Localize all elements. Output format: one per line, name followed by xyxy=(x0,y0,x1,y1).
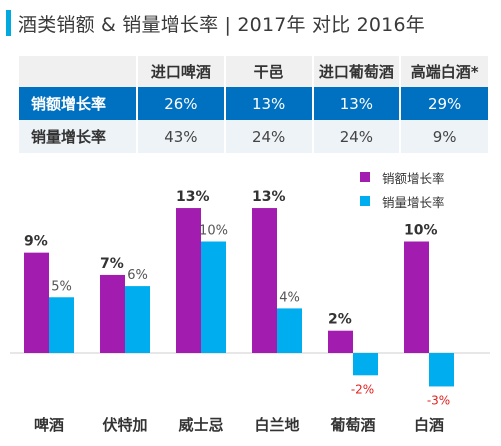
bar-sales-growth xyxy=(100,274,125,353)
legend-item-sales: 销额增长率 xyxy=(360,165,445,189)
growth-summary-table: 进口啤酒 干邑 进口葡萄酒 高端白酒* 销额增长率 26% 13% 13% 29… xyxy=(17,56,488,153)
x-tick-label: 伏特加 xyxy=(102,416,147,434)
data-label-volume-growth: 10% xyxy=(199,224,228,239)
chart-legend: 销额增长率 销量增长率 xyxy=(360,165,445,213)
bar-sales-growth xyxy=(24,252,49,353)
bar-volume-growth xyxy=(125,286,150,353)
x-tick-label: 白酒 xyxy=(414,416,444,434)
table-cell: 43% xyxy=(136,120,225,153)
table-cell: 13% xyxy=(223,87,313,120)
legend-swatch-sales xyxy=(360,172,370,182)
table-row-sales-growth: 销额增长率 26% 13% 13% 29% xyxy=(17,87,488,120)
table-row-volume-growth: 销量增长率 43% 24% 24% 9% xyxy=(17,120,488,153)
table-row-label: 销额增长率 xyxy=(17,87,137,120)
bar-volume-growth xyxy=(353,353,378,376)
bar-sales-growth xyxy=(404,241,429,353)
data-label-sales-growth: 7% xyxy=(100,256,124,272)
page-title: 酒类销额 & 销量增长率 | 2017年 对比 2016年 xyxy=(18,13,425,36)
bar-volume-growth xyxy=(277,308,302,353)
data-label-volume-growth: -2% xyxy=(351,382,374,396)
table-header-row: 进口啤酒 干邑 进口葡萄酒 高端白酒* xyxy=(17,56,488,87)
table-cell: 24% xyxy=(223,120,313,153)
title-bar: 酒类销额 & 销量增长率 | 2017年 对比 2016年 xyxy=(6,9,425,37)
bar-volume-growth xyxy=(429,353,454,387)
legend-label-volume: 销量增长率 xyxy=(382,194,445,210)
table-column-header: 干邑 xyxy=(223,56,313,87)
bar-volume-growth xyxy=(201,241,226,353)
legend-swatch-volume xyxy=(360,196,370,206)
table-row-label: 销量增长率 xyxy=(17,120,137,153)
data-label-sales-growth: 13% xyxy=(252,189,286,205)
x-tick-label: 葡萄酒 xyxy=(329,416,375,434)
bar-volume-growth xyxy=(49,297,74,353)
data-label-volume-growth: 4% xyxy=(279,290,300,305)
bar-sales-growth xyxy=(328,330,353,353)
table-cell: 29% xyxy=(399,87,488,120)
table-cell: 9% xyxy=(399,120,488,153)
data-label-sales-growth: 2% xyxy=(328,312,352,328)
table-column-header: 高端白酒* xyxy=(399,56,488,87)
data-label-volume-growth: 5% xyxy=(51,279,72,294)
table-cell: 26% xyxy=(136,87,225,120)
x-tick-label: 啤酒 xyxy=(34,416,64,434)
data-label-sales-growth: 10% xyxy=(404,223,438,239)
legend-label-sales: 销额增长率 xyxy=(382,170,445,186)
data-label-volume-growth: 6% xyxy=(127,268,148,283)
data-label-sales-growth: 9% xyxy=(24,234,48,250)
data-label-sales-growth: 13% xyxy=(176,189,210,205)
table-corner-cell xyxy=(17,56,137,87)
x-tick-label: 威士忌 xyxy=(178,416,223,434)
table-column-header: 进口啤酒 xyxy=(136,56,225,87)
bar-sales-growth xyxy=(176,208,201,353)
x-tick-label: 白兰地 xyxy=(254,416,299,434)
legend-item-volume: 销量增长率 xyxy=(360,189,445,213)
table-column-header: 进口葡萄酒 xyxy=(311,56,401,87)
table-cell: 24% xyxy=(311,120,401,153)
table-cell: 13% xyxy=(311,87,401,120)
bar-sales-growth xyxy=(252,208,277,353)
title-accent-bar xyxy=(6,10,11,36)
data-label-volume-growth: -3% xyxy=(427,393,450,407)
